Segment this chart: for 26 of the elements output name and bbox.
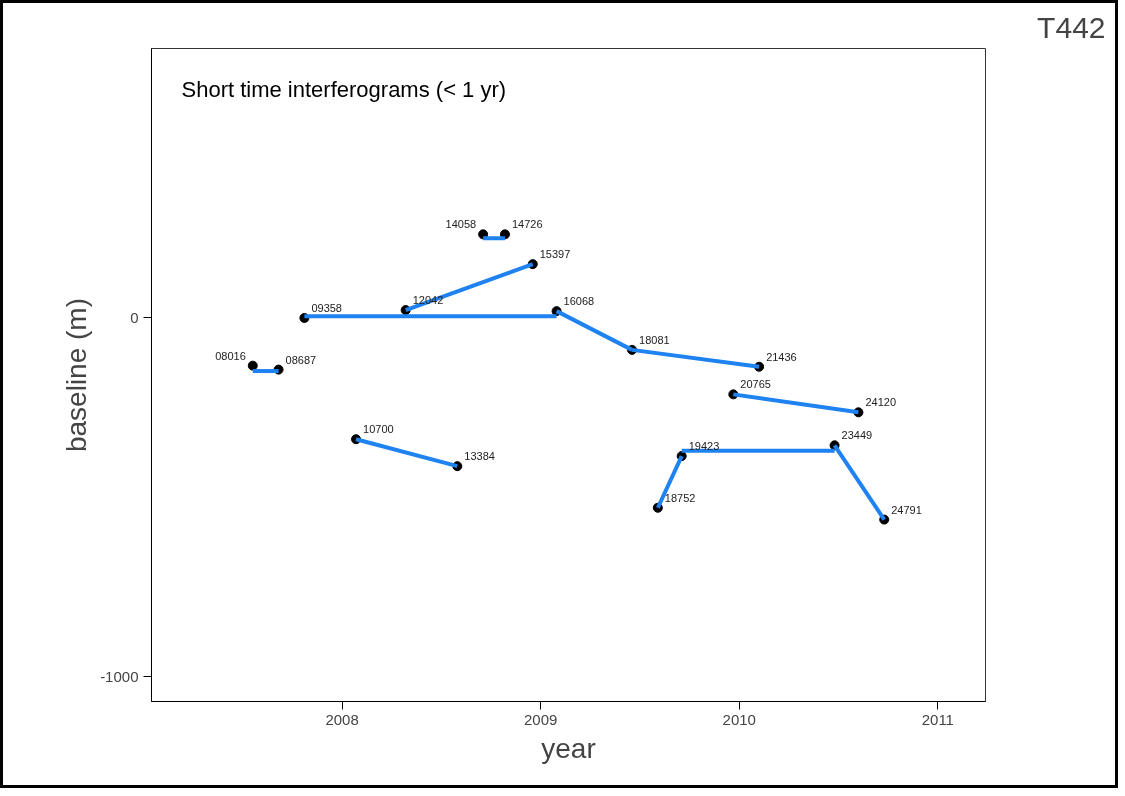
annotation: 24120 [865,396,897,409]
y-tick-label: 0 [130,308,139,326]
annotation: 08687 [285,353,317,366]
annotation: 08016 [215,349,246,362]
annotation: 21436 [766,350,797,363]
x-tick-label: 2008 [325,710,359,728]
text: T442 [1037,10,1106,44]
text: Short time interferograms (< 1 yr) [181,76,507,102]
annotation: 24791 [891,503,922,516]
annotation: 18752 [664,491,696,504]
annotation: 18081 [639,333,670,346]
x-tick-label: 2009 [524,710,558,728]
annotation: 15397 [539,248,571,261]
annotation: 20765 [740,378,771,391]
annotation: 23449 [841,429,873,442]
annotation: 14726 [511,218,543,231]
annotation: 13384 [464,450,495,463]
annotation: 16068 [563,295,595,308]
annotation: 14058 [445,218,477,231]
x-axis-title: year [541,732,596,764]
x-tick-label: 2011 [921,710,954,728]
y-tick-label: -1000 [100,667,139,685]
annotation: 09358 [311,301,342,314]
y-axis-title: baseline (m) [61,297,93,453]
x-tick-label: 2010 [722,710,756,728]
annotation: 10700 [363,423,394,436]
